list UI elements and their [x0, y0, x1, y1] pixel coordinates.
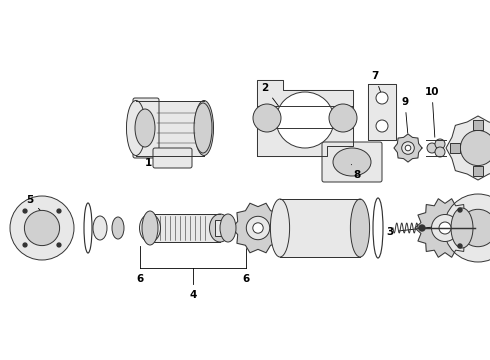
Ellipse shape [451, 208, 473, 248]
Ellipse shape [195, 100, 214, 156]
FancyBboxPatch shape [153, 148, 192, 168]
Circle shape [57, 243, 61, 247]
Circle shape [427, 143, 437, 153]
Text: 3: 3 [387, 225, 447, 237]
Ellipse shape [276, 92, 334, 148]
Circle shape [253, 223, 263, 233]
Polygon shape [368, 84, 396, 140]
Circle shape [10, 196, 74, 260]
Text: 2: 2 [261, 83, 278, 106]
Bar [280, 199, 360, 257]
Ellipse shape [93, 216, 107, 240]
Circle shape [253, 104, 281, 132]
Circle shape [439, 222, 451, 234]
Circle shape [246, 216, 270, 240]
Ellipse shape [220, 214, 236, 242]
Circle shape [419, 225, 425, 231]
Ellipse shape [210, 214, 230, 242]
Ellipse shape [333, 148, 371, 176]
Bar [450, 143, 460, 153]
Circle shape [458, 244, 462, 248]
Circle shape [458, 208, 462, 212]
Polygon shape [415, 199, 475, 257]
Polygon shape [446, 116, 490, 180]
Circle shape [376, 120, 388, 132]
Text: 4: 4 [189, 290, 196, 300]
Text: 5: 5 [26, 195, 40, 210]
Ellipse shape [112, 217, 124, 239]
Text: 10: 10 [425, 87, 439, 137]
FancyBboxPatch shape [133, 98, 159, 158]
Text: 8: 8 [351, 165, 361, 180]
Text: 1: 1 [145, 150, 166, 168]
Text: 6: 6 [243, 274, 249, 284]
Bar [136, 100, 204, 156]
Circle shape [461, 130, 490, 166]
Circle shape [57, 209, 61, 213]
Ellipse shape [135, 109, 155, 147]
Circle shape [435, 139, 445, 149]
Circle shape [405, 145, 411, 151]
Circle shape [23, 209, 27, 213]
Circle shape [24, 210, 60, 246]
Polygon shape [394, 134, 422, 162]
Circle shape [459, 209, 490, 247]
Circle shape [435, 147, 445, 157]
Circle shape [444, 194, 490, 262]
Bar [473, 120, 483, 130]
FancyBboxPatch shape [467, 197, 489, 215]
Polygon shape [232, 203, 284, 253]
FancyBboxPatch shape [32, 199, 52, 216]
Ellipse shape [194, 103, 212, 153]
Text: 6: 6 [136, 274, 144, 284]
Ellipse shape [126, 100, 146, 156]
Polygon shape [257, 80, 353, 156]
Ellipse shape [270, 199, 290, 257]
Circle shape [376, 92, 388, 104]
FancyBboxPatch shape [467, 241, 489, 259]
Bar [215, 220, 225, 236]
Ellipse shape [140, 214, 161, 242]
FancyBboxPatch shape [322, 142, 382, 182]
Text: 9: 9 [401, 97, 409, 133]
Circle shape [432, 215, 459, 242]
Text: 7: 7 [371, 71, 381, 93]
Ellipse shape [142, 211, 158, 245]
Circle shape [329, 104, 357, 132]
Bar [473, 166, 483, 176]
Circle shape [402, 142, 415, 154]
Circle shape [23, 243, 27, 247]
Bar [150, 214, 220, 242]
FancyBboxPatch shape [32, 240, 52, 257]
Ellipse shape [350, 199, 369, 257]
